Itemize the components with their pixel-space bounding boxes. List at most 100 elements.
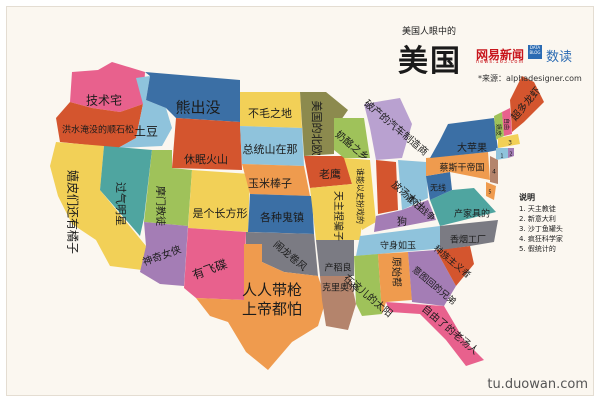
region-alabama xyxy=(378,252,412,314)
state-label-massachusetts: 3 xyxy=(508,140,512,147)
region-oklahoma xyxy=(246,232,318,276)
region-missouri xyxy=(310,184,364,240)
region-georgia xyxy=(408,250,456,306)
legend-title: 说明 xyxy=(519,193,535,202)
watermark: tu.duowan.com xyxy=(487,377,588,392)
region-nebraska xyxy=(242,164,310,196)
state-label-nevada: 过气明星 xyxy=(114,182,128,226)
state-label-nebraska: 玉米棒子 xyxy=(248,176,292,190)
state-label-delaware: 5 xyxy=(488,190,491,196)
state-label-kansas: 各种鬼镇 xyxy=(260,210,304,224)
region-california xyxy=(50,142,146,270)
brand-name: 网易新闻 xyxy=(476,48,525,62)
region-colorado xyxy=(188,170,250,232)
state-label-florida: 自由了的老汤人 xyxy=(419,302,481,357)
state-label-tennessee: 守身如玉 xyxy=(380,240,416,252)
region-minnesota xyxy=(300,92,348,156)
region-louisiana xyxy=(320,276,356,330)
legend-item: 2. 新意大利 xyxy=(519,215,556,223)
region-connecticut xyxy=(496,148,508,160)
region-iowa xyxy=(304,156,352,188)
region-florida xyxy=(386,302,484,366)
state-label-colorado: 是个长方形 xyxy=(193,206,248,220)
region-arizona xyxy=(140,222,188,286)
state-label-washington: 技术宅 xyxy=(86,93,122,108)
state-label-vermont: 嬉皮 xyxy=(495,124,503,136)
region-indiana xyxy=(376,160,398,214)
region-tennessee xyxy=(356,226,446,256)
state-label-north-carolina: 香烟工厂 xyxy=(450,234,486,246)
data-blog-logo: DATA BLOG xyxy=(528,45,542,59)
brand-product: 数读 xyxy=(546,50,573,65)
state-label-west-virginia: 无线 xyxy=(430,183,446,193)
state-label-south-dakota: 总统山在那 xyxy=(243,142,298,156)
state-label-new-hampshire: 自由 xyxy=(503,118,511,130)
region-vermont xyxy=(494,112,504,140)
state-label-minnesota: 美国的北欧 xyxy=(310,101,324,156)
state-label-north-dakota: 不毛之地 xyxy=(248,106,292,120)
region-new-mexico xyxy=(184,228,246,300)
region-south-carolina xyxy=(436,246,474,286)
region-illinois xyxy=(344,158,376,230)
map-legend: 说明 1. 天主教徒 2. 新意大利 3. 沙丁鱼罐头 4. 疯狂科学家 5. … xyxy=(519,193,563,254)
state-label-virginia: 产家具的 xyxy=(454,208,490,220)
region-delaware xyxy=(486,182,496,200)
state-label-new-jersey: 4 xyxy=(492,169,496,176)
region-new-york xyxy=(430,118,498,158)
brand-url: news.163.com xyxy=(476,59,525,65)
region-virginia xyxy=(430,188,496,226)
region-michigan xyxy=(364,98,412,160)
region-washington xyxy=(70,62,145,112)
region-rhode-island xyxy=(508,148,514,158)
state-label-illinois: 谁能以史扮戏的 xyxy=(356,168,366,224)
region-texas xyxy=(196,244,326,370)
map-title: 美国 xyxy=(398,44,462,79)
map-subtitle: 美国人眼中的 xyxy=(402,27,457,37)
state-label-utah: 摩门教徒 xyxy=(154,186,167,226)
region-south-dakota xyxy=(240,126,304,166)
state-label-new-york: 大苹果 xyxy=(457,141,487,154)
region-kentucky xyxy=(374,200,436,232)
region-oregon xyxy=(56,102,143,148)
state-label-connecticut: 1 xyxy=(500,154,503,160)
region-west-virginia xyxy=(426,172,452,200)
region-utah xyxy=(144,150,192,226)
source-credit: *来源：alphadesigner.com xyxy=(478,74,582,83)
state-label-louisiana: 克里奥尔 xyxy=(322,282,358,294)
region-pennsylvania xyxy=(426,152,490,180)
region-ohio xyxy=(398,160,428,210)
region-wisconsin xyxy=(334,118,370,158)
state-label-idaho: 土豆 xyxy=(134,125,158,139)
region-idaho xyxy=(118,76,172,148)
legend-item: 3. 沙丁鱼罐头 xyxy=(519,225,563,233)
state-label-iowa: 老鹰 xyxy=(319,167,341,181)
state-label-arkansas: 产稻良 xyxy=(324,262,351,274)
state-label-wyoming: 休眠火山 xyxy=(184,153,228,166)
state-label-california: 嬉皮们还有橘子 xyxy=(66,170,81,254)
region-kansas xyxy=(248,194,314,234)
state-label-missouri: 天主捏骗子 xyxy=(332,191,345,241)
state-label-rhode-island: 2 xyxy=(509,152,512,158)
region-arkansas xyxy=(316,240,354,276)
state-label-oregon: 洪水淹没的顺石松 xyxy=(62,124,134,136)
region-nevada xyxy=(100,146,152,236)
region-wyoming xyxy=(172,118,242,170)
legend-item: 1. 天主教徒 xyxy=(519,205,556,213)
state-label-texas: 人人带枪 xyxy=(242,281,302,299)
region-maine xyxy=(510,76,544,132)
legend-item: 5. 假统计的 xyxy=(519,245,556,253)
region-north-dakota xyxy=(240,92,302,128)
state-label-texas: 上帝都怕 xyxy=(242,300,302,318)
state-label-pennsylvania: 蔡斯干帝国 xyxy=(439,162,484,174)
region-mississippi xyxy=(354,254,382,316)
region-massachusetts xyxy=(498,134,520,148)
state-label-kentucky: 狗 xyxy=(397,215,407,228)
region-montana xyxy=(145,72,240,122)
state-label-montana: 熊出没 xyxy=(175,99,220,117)
region-north-carolina xyxy=(440,220,498,250)
state-label-alabama: 原始帮 xyxy=(390,257,403,287)
legend-item: 4. 疯狂科学家 xyxy=(519,235,563,243)
region-new-hampshire xyxy=(502,108,512,136)
